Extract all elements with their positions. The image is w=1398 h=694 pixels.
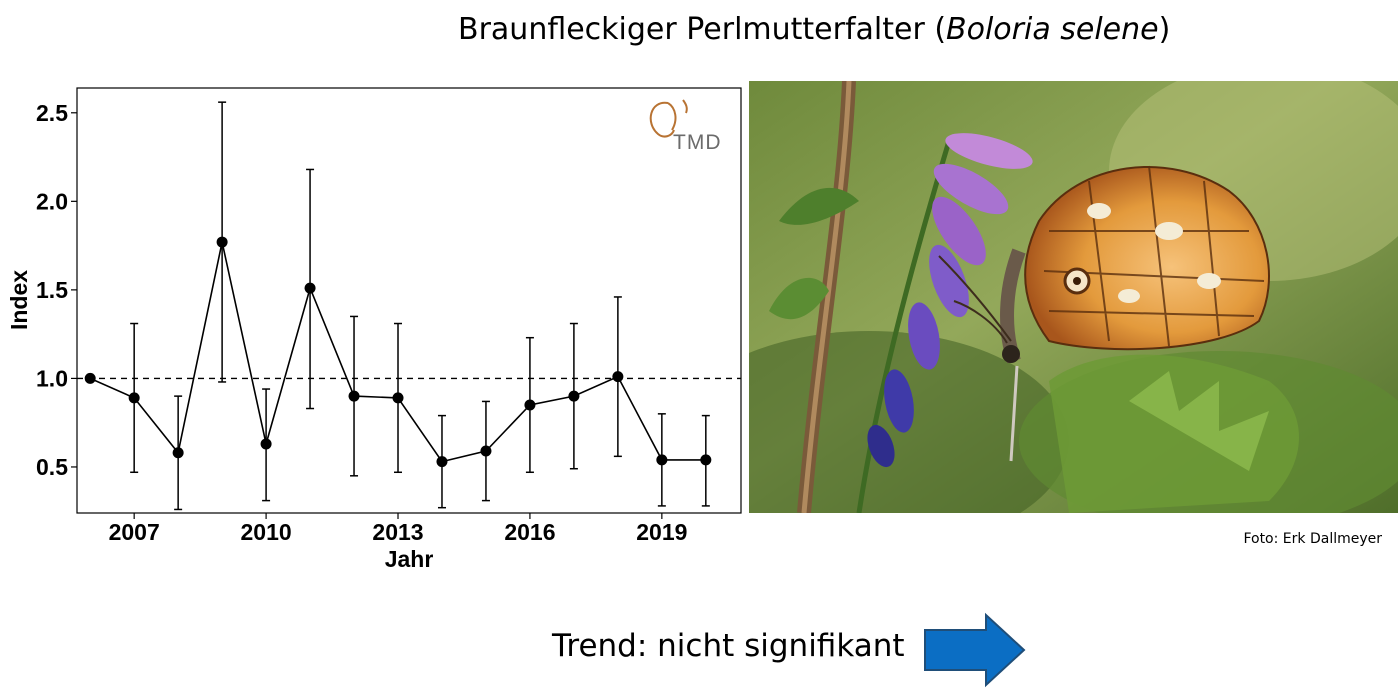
data-points	[84, 236, 712, 468]
y-tick-label: 1.5	[36, 277, 68, 303]
x-tick-label: 2010	[241, 519, 292, 545]
data-point	[84, 372, 96, 384]
y-tick-label: 2.5	[36, 100, 68, 126]
tmd-logo: TMD	[649, 99, 722, 154]
data-point	[524, 399, 536, 411]
photo-credit: Foto: Erk Dallmeyer	[1243, 531, 1382, 547]
data-point	[348, 390, 360, 402]
butterfly-logo-icon	[649, 99, 688, 138]
data-point	[216, 236, 228, 248]
x-tick-label: 2016	[504, 519, 555, 545]
data-point	[480, 445, 492, 457]
index-chart: 0.5 1.0 1.5 2.0 2.5 2007 2010 2013 2016 2019 Jah…	[6, 87, 742, 572]
x-tick-label: 2019	[636, 519, 687, 545]
data-point	[260, 438, 272, 450]
vetch-flowers	[867, 133, 1033, 468]
x-axis: 2007 2010 2013 2016 2019	[109, 513, 687, 545]
y-axis: 0.5 1.0 1.5 2.0 2.5	[36, 100, 77, 480]
y-axis-title: Index	[6, 270, 32, 330]
x-axis-title: Jahr	[385, 546, 434, 572]
trend-label: Trend: nicht signifikant	[552, 628, 905, 664]
error-bars	[130, 101, 710, 511]
data-point	[172, 447, 184, 459]
data-point	[612, 371, 624, 383]
y-tick-label: 0.5	[36, 454, 68, 480]
data-point	[392, 392, 404, 404]
butterfly-figure	[938, 165, 1270, 462]
y-tick-label: 2.0	[36, 188, 68, 214]
arrow-right-icon	[924, 612, 1026, 688]
logo-text: TMD	[673, 131, 722, 154]
data-point	[568, 390, 580, 402]
y-tick-label: 1.0	[36, 365, 68, 391]
butterfly-photo	[749, 81, 1398, 513]
plot-frame	[76, 87, 742, 514]
x-tick-label: 2007	[109, 519, 160, 545]
data-point	[436, 456, 448, 468]
data-point	[304, 282, 316, 294]
data-point	[656, 454, 668, 466]
x-tick-label: 2013	[372, 519, 423, 545]
data-point	[128, 392, 140, 404]
page-title: Braunfleckiger Perlmutterfalter (Boloria…	[458, 12, 1171, 47]
data-point	[700, 454, 712, 466]
